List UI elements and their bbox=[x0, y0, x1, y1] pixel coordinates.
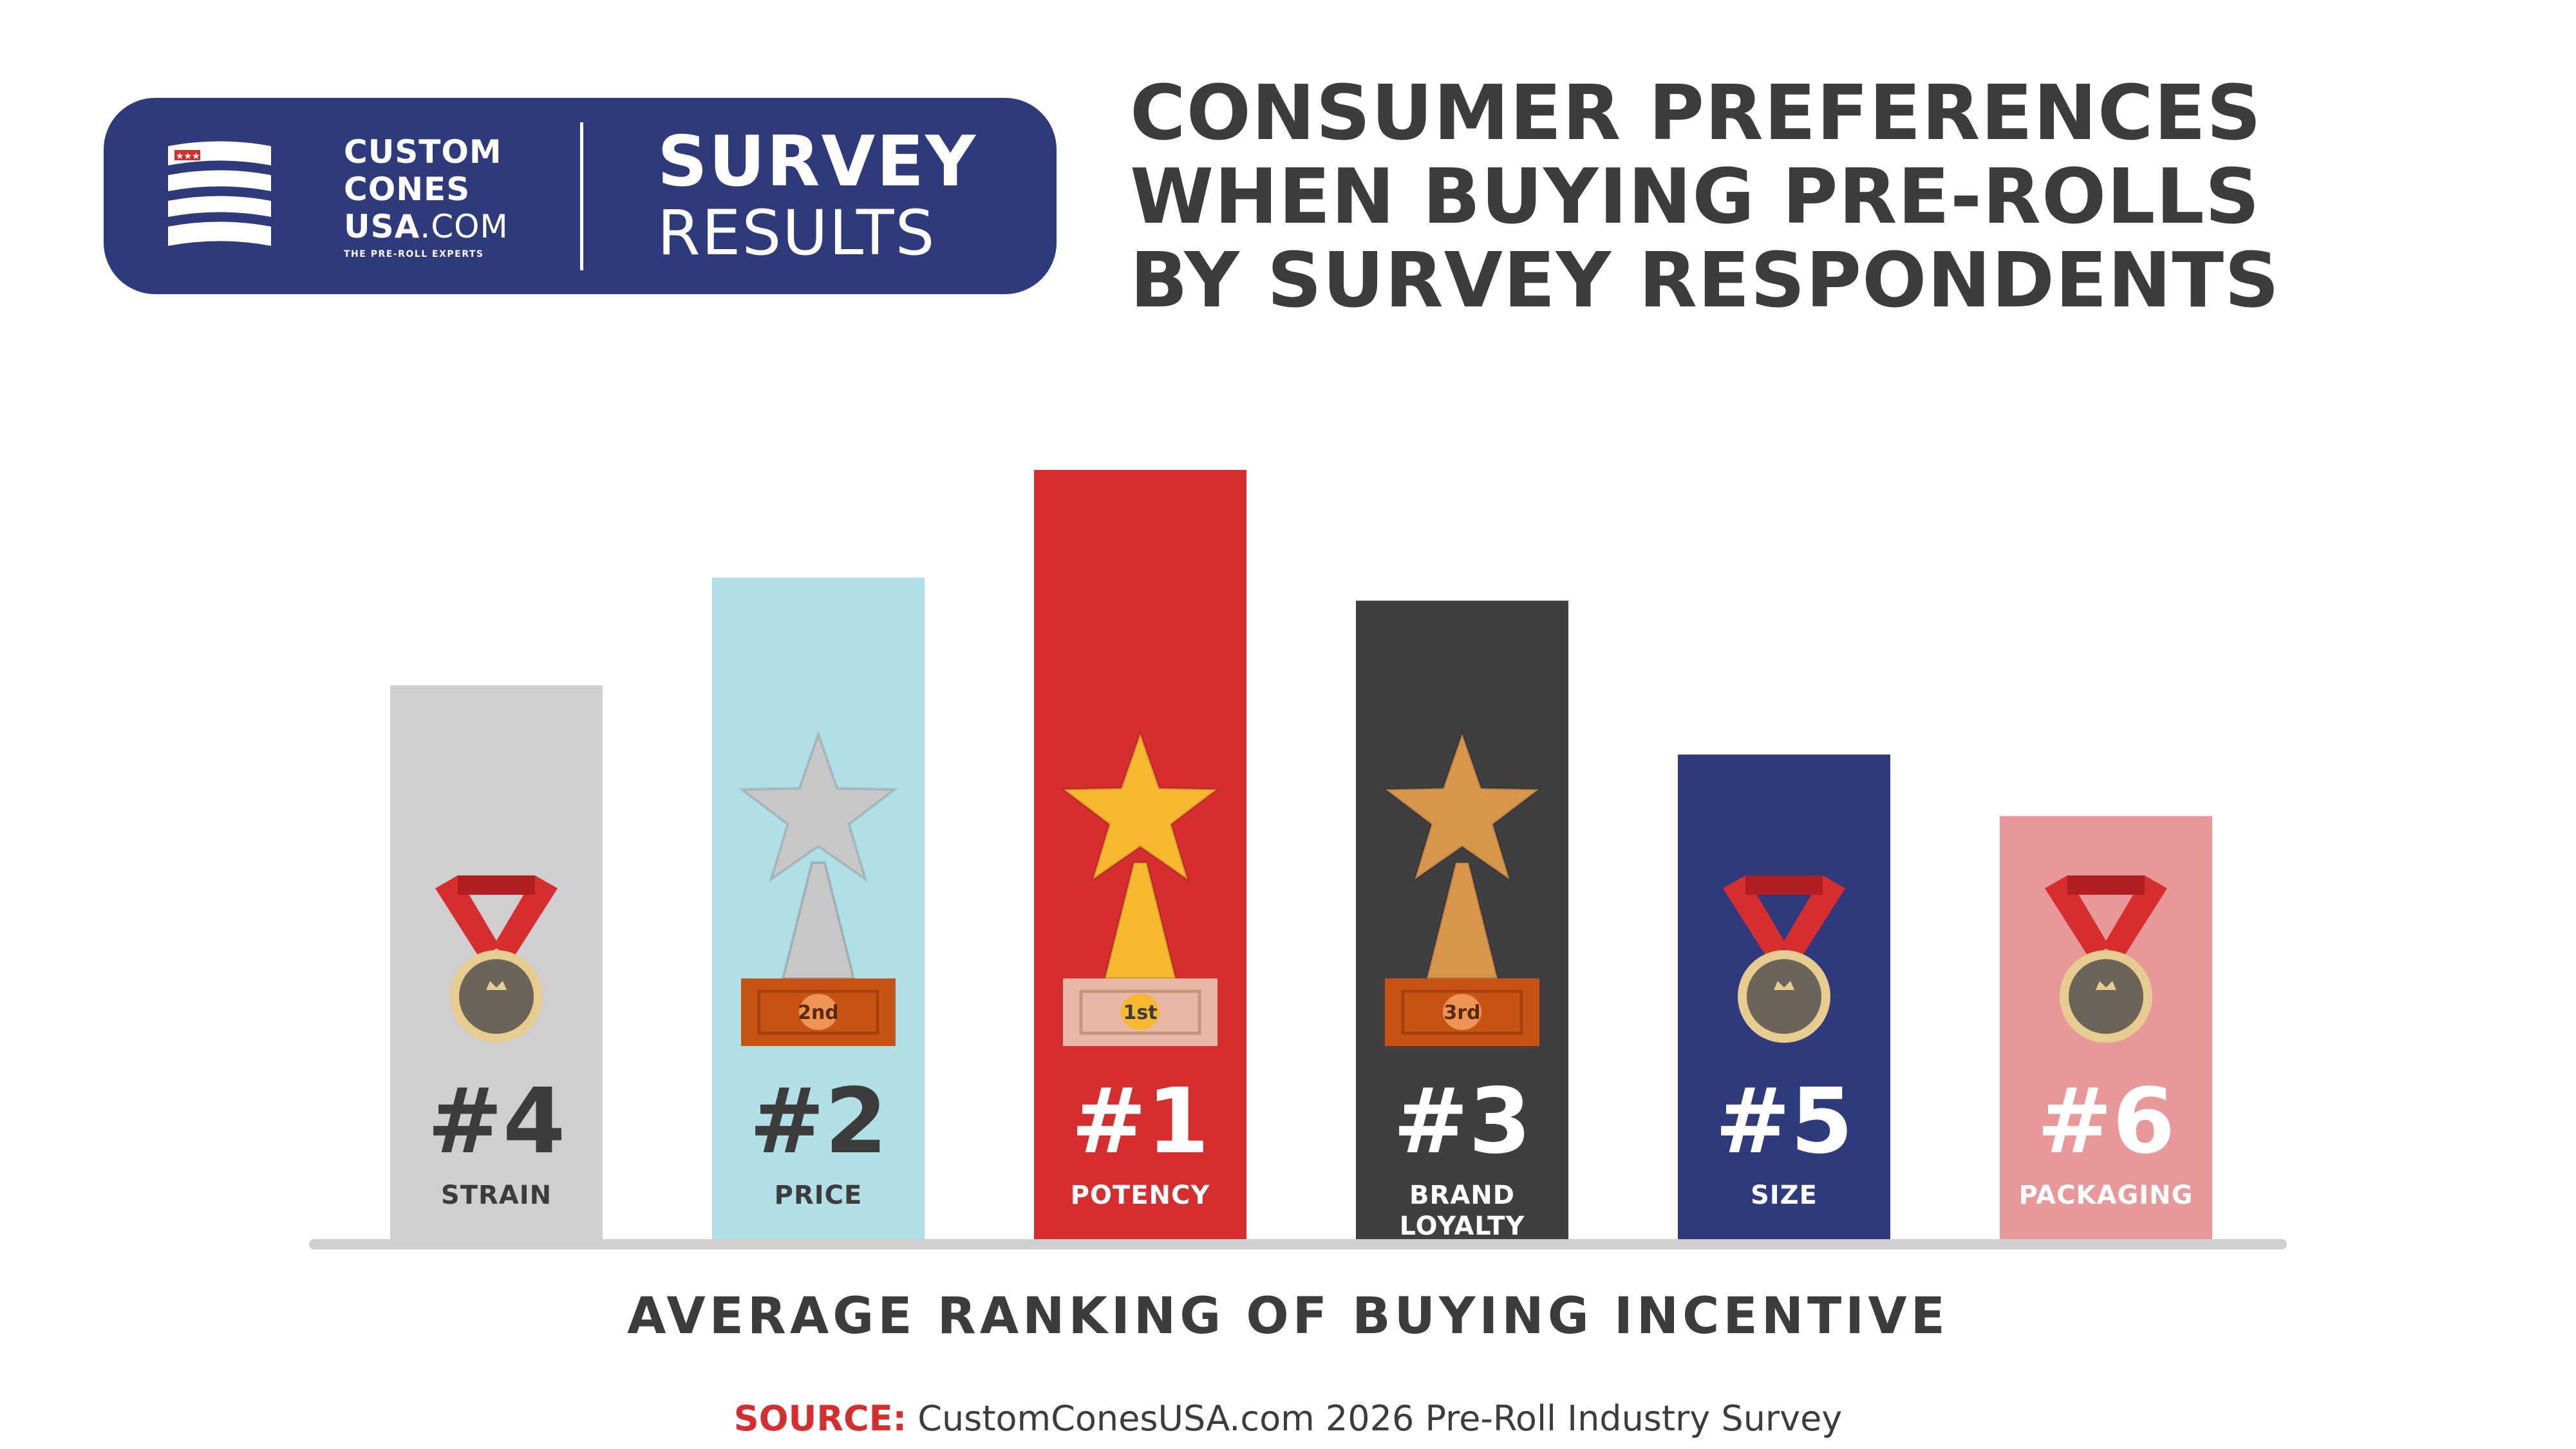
bar-group-2: 1st #1 POTENCY bbox=[1034, 470, 1246, 1239]
survey-line-1: SURVEY bbox=[657, 122, 977, 202]
survey-line-2: RESULTS bbox=[657, 197, 936, 269]
trophy-plaque bbox=[1079, 989, 1201, 1035]
category-label: LOYALTY bbox=[1400, 1211, 1525, 1241]
star-icon bbox=[1060, 729, 1221, 883]
trophy-badge bbox=[799, 994, 838, 1030]
crown-icon bbox=[486, 981, 507, 990]
rank-label: #5 bbox=[1715, 1069, 1854, 1174]
rank-label: #1 bbox=[1071, 1069, 1210, 1174]
rank-label: #6 bbox=[2037, 1069, 2176, 1174]
brand-line-3: USA bbox=[344, 208, 420, 245]
bronze-trophy-icon: 3rd bbox=[1382, 729, 1543, 1046]
category-label: PRICE bbox=[775, 1181, 863, 1210]
baseline bbox=[309, 1239, 2287, 1249]
brand-line-1: CUSTOM bbox=[344, 133, 502, 171]
gold-trophy-icon: 1st bbox=[1060, 729, 1221, 1046]
logo-divider bbox=[580, 122, 583, 270]
bar-group-5: #6 PACKAGING bbox=[2000, 816, 2212, 1239]
brand-line-2: CONES bbox=[344, 171, 471, 208]
ribbon-right bbox=[1781, 875, 1845, 959]
category-label: BRAND bbox=[1409, 1181, 1515, 1210]
x-axis-label: AVERAGE RANKING OF BUYING INCENTIVE bbox=[627, 1287, 1949, 1345]
trophy-label: 2nd bbox=[798, 1002, 839, 1024]
cone-logo-icon: ★★★ bbox=[168, 141, 271, 246]
medal-face bbox=[459, 959, 534, 1034]
medal-icon bbox=[1723, 875, 1845, 1043]
ribbon-left bbox=[1723, 875, 1787, 959]
medal-face bbox=[1747, 959, 1821, 1034]
rank-label: #2 bbox=[749, 1069, 888, 1174]
chart-title: CONSUMER PREFERENCES WHEN BUYING PRE-ROL… bbox=[1130, 68, 2280, 324]
medal-face bbox=[2069, 959, 2143, 1034]
category-label: PACKAGING bbox=[2019, 1181, 2194, 1210]
bar-group-4: #5 SIZE bbox=[1678, 754, 1890, 1239]
source-label: SOURCE: bbox=[733, 1398, 907, 1439]
ribbon-right bbox=[2103, 875, 2167, 959]
trophy-label: 3rd bbox=[1443, 1002, 1480, 1024]
medal-icon bbox=[2045, 875, 2167, 1043]
crown-icon bbox=[1774, 981, 1794, 990]
ribbon-top bbox=[2067, 875, 2145, 895]
ribbon-left bbox=[2045, 875, 2109, 959]
bar-group-1: 2nd #2 PRICE bbox=[712, 577, 925, 1239]
rank-label: #3 bbox=[1393, 1069, 1532, 1174]
category-label: POTENCY bbox=[1071, 1181, 1210, 1210]
brand-line-3-suffix: .COM bbox=[420, 208, 509, 245]
trophy-plaque bbox=[1401, 989, 1523, 1035]
trophy-plaque bbox=[757, 989, 879, 1035]
crown-icon bbox=[2096, 981, 2116, 990]
category-label: SIZE bbox=[1751, 1181, 1818, 1210]
bar bbox=[1034, 470, 1246, 1239]
star-icon bbox=[738, 729, 899, 883]
logo-badge: ★★★ CUSTOM CONES USA.COM THE PRE-ROLL EX… bbox=[104, 98, 1057, 294]
svg-text:★★★: ★★★ bbox=[176, 151, 200, 162]
source-text: CustomConesUSA.com 2026 Pre-Roll Industr… bbox=[917, 1398, 1843, 1439]
category-label: STRAIN bbox=[441, 1181, 552, 1210]
rank-label: #4 bbox=[428, 1069, 566, 1174]
trophy-badge bbox=[1443, 994, 1481, 1030]
trophy-badge bbox=[1121, 994, 1160, 1030]
ribbon-left bbox=[435, 875, 500, 959]
brand-name: CUSTOM CONES USA.COM THE PRE-ROLL EXPERT… bbox=[344, 133, 509, 259]
survey-results-label: SURVEY RESULTS bbox=[657, 122, 977, 269]
trophy-label: 1st bbox=[1123, 1002, 1157, 1024]
source-note: SOURCE: CustomConesUSA.com 2026 Pre-Roll… bbox=[0, 1398, 2576, 1439]
ribbon-right bbox=[493, 875, 558, 959]
silver-trophy-icon: 2nd bbox=[738, 729, 899, 1046]
bar-group-0: #4 STRAIN bbox=[390, 685, 603, 1239]
star-icon bbox=[1382, 729, 1543, 883]
medal-icon bbox=[435, 875, 558, 1043]
brand-tagline: THE PRE-ROLL EXPERTS bbox=[344, 249, 484, 259]
ribbon-top bbox=[1745, 875, 1823, 895]
ribbon-top bbox=[458, 875, 535, 895]
